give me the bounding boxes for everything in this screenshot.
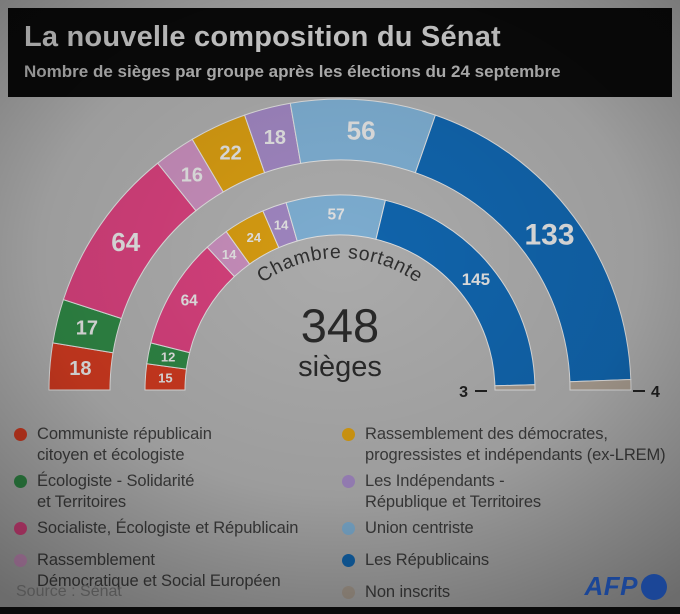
seat-count-label: 14	[274, 218, 289, 233]
legend-dot	[342, 475, 355, 488]
total-seats-unit: sièges	[298, 351, 382, 383]
non-inscrits-callouts: 43	[459, 384, 660, 401]
seat-count-label: 14	[222, 247, 237, 262]
legend-label: Écologiste - Solidarité et Territoires	[37, 472, 195, 511]
legend-column-right: Rassemblement des démocrates, progressist…	[342, 424, 676, 614]
afp-globe-icon	[641, 573, 667, 600]
non-inscrits-count: 3	[459, 384, 468, 401]
legend-item: Non inscrits	[342, 582, 676, 603]
seat-count-label: 15	[158, 371, 172, 386]
legend-column-left: Communiste républicain citoyen et écologi…	[14, 424, 340, 597]
afp-wordmark: AFP	[584, 571, 638, 601]
legend-label: Les Indépendants - République et Territoi…	[365, 472, 542, 511]
title-band: La nouvelle composition du Sénat Nombre …	[8, 8, 672, 97]
legend-label: Union centriste	[365, 519, 474, 537]
legend-item: Socialiste, Écologiste et Républicain	[14, 518, 340, 539]
seat-count-label: 133	[524, 219, 574, 252]
legend-dot	[342, 586, 355, 599]
legend-item: Rassemblement Démocratique et Social Euro…	[14, 550, 340, 592]
legend-dot	[14, 428, 27, 441]
seat-segments	[48, 98, 632, 391]
seat-segment	[569, 378, 632, 391]
legend-label: Les Républicains	[365, 551, 490, 569]
legend-item: Écologiste - Solidarité et Territoires	[14, 471, 340, 513]
non-inscrits-count: 4	[651, 384, 660, 401]
legend-label: Non inscrits	[365, 583, 450, 601]
seat-count-label: 16	[181, 165, 203, 187]
bottom-border	[0, 607, 680, 614]
legend-dot	[342, 554, 355, 567]
legend-label: Socialiste, Écologiste et Républicain	[37, 519, 299, 537]
legend-item: Les Indépendants - République et Territoi…	[342, 471, 676, 513]
seat-count-label: 64	[111, 227, 140, 257]
seat-count-labels: 18 17 64 16 22 18 56 133 15 12 64 14 24 14 57 145	[69, 115, 574, 385]
legend-dot	[342, 522, 355, 535]
seat-count-label: 22	[219, 143, 241, 165]
legend-label: Communiste républicain citoyen et écologi…	[37, 425, 212, 464]
seat-count-label: 57	[327, 207, 344, 224]
legend-item: Les Républicains	[342, 550, 676, 571]
legend-item: Communiste républicain citoyen et écologi…	[14, 424, 340, 466]
page-subtitle: Nombre de sièges par groupe après les él…	[24, 62, 561, 81]
seat-count-label: 12	[161, 350, 175, 365]
seat-count-label: 18	[264, 127, 286, 149]
afp-logo: AFP	[584, 571, 667, 602]
seat-segment	[494, 384, 536, 391]
seat-count-label: 64	[181, 293, 199, 310]
legend-label: Rassemblement des démocrates, progressist…	[365, 425, 666, 464]
legend-dot	[14, 554, 27, 567]
legend-dot	[14, 475, 27, 488]
seat-count-label: 18	[69, 358, 91, 380]
total-seats-number: 348	[301, 299, 379, 352]
seat-count-label: 24	[247, 230, 262, 245]
seat-count-label: 17	[76, 317, 98, 339]
seat-count-label: 145	[462, 270, 490, 289]
source-note: Source : Sénat	[16, 583, 122, 600]
legend-label: Rassemblement Démocratique et Social Euro…	[37, 551, 281, 590]
legend-dot	[342, 428, 355, 441]
page-title: La nouvelle composition du Sénat	[24, 21, 501, 53]
legend-item: Union centriste	[342, 518, 676, 539]
legend-item: Rassemblement des démocrates, progressist…	[342, 424, 676, 466]
seat-count-label: 56	[347, 115, 376, 145]
legend-dot	[14, 522, 27, 535]
